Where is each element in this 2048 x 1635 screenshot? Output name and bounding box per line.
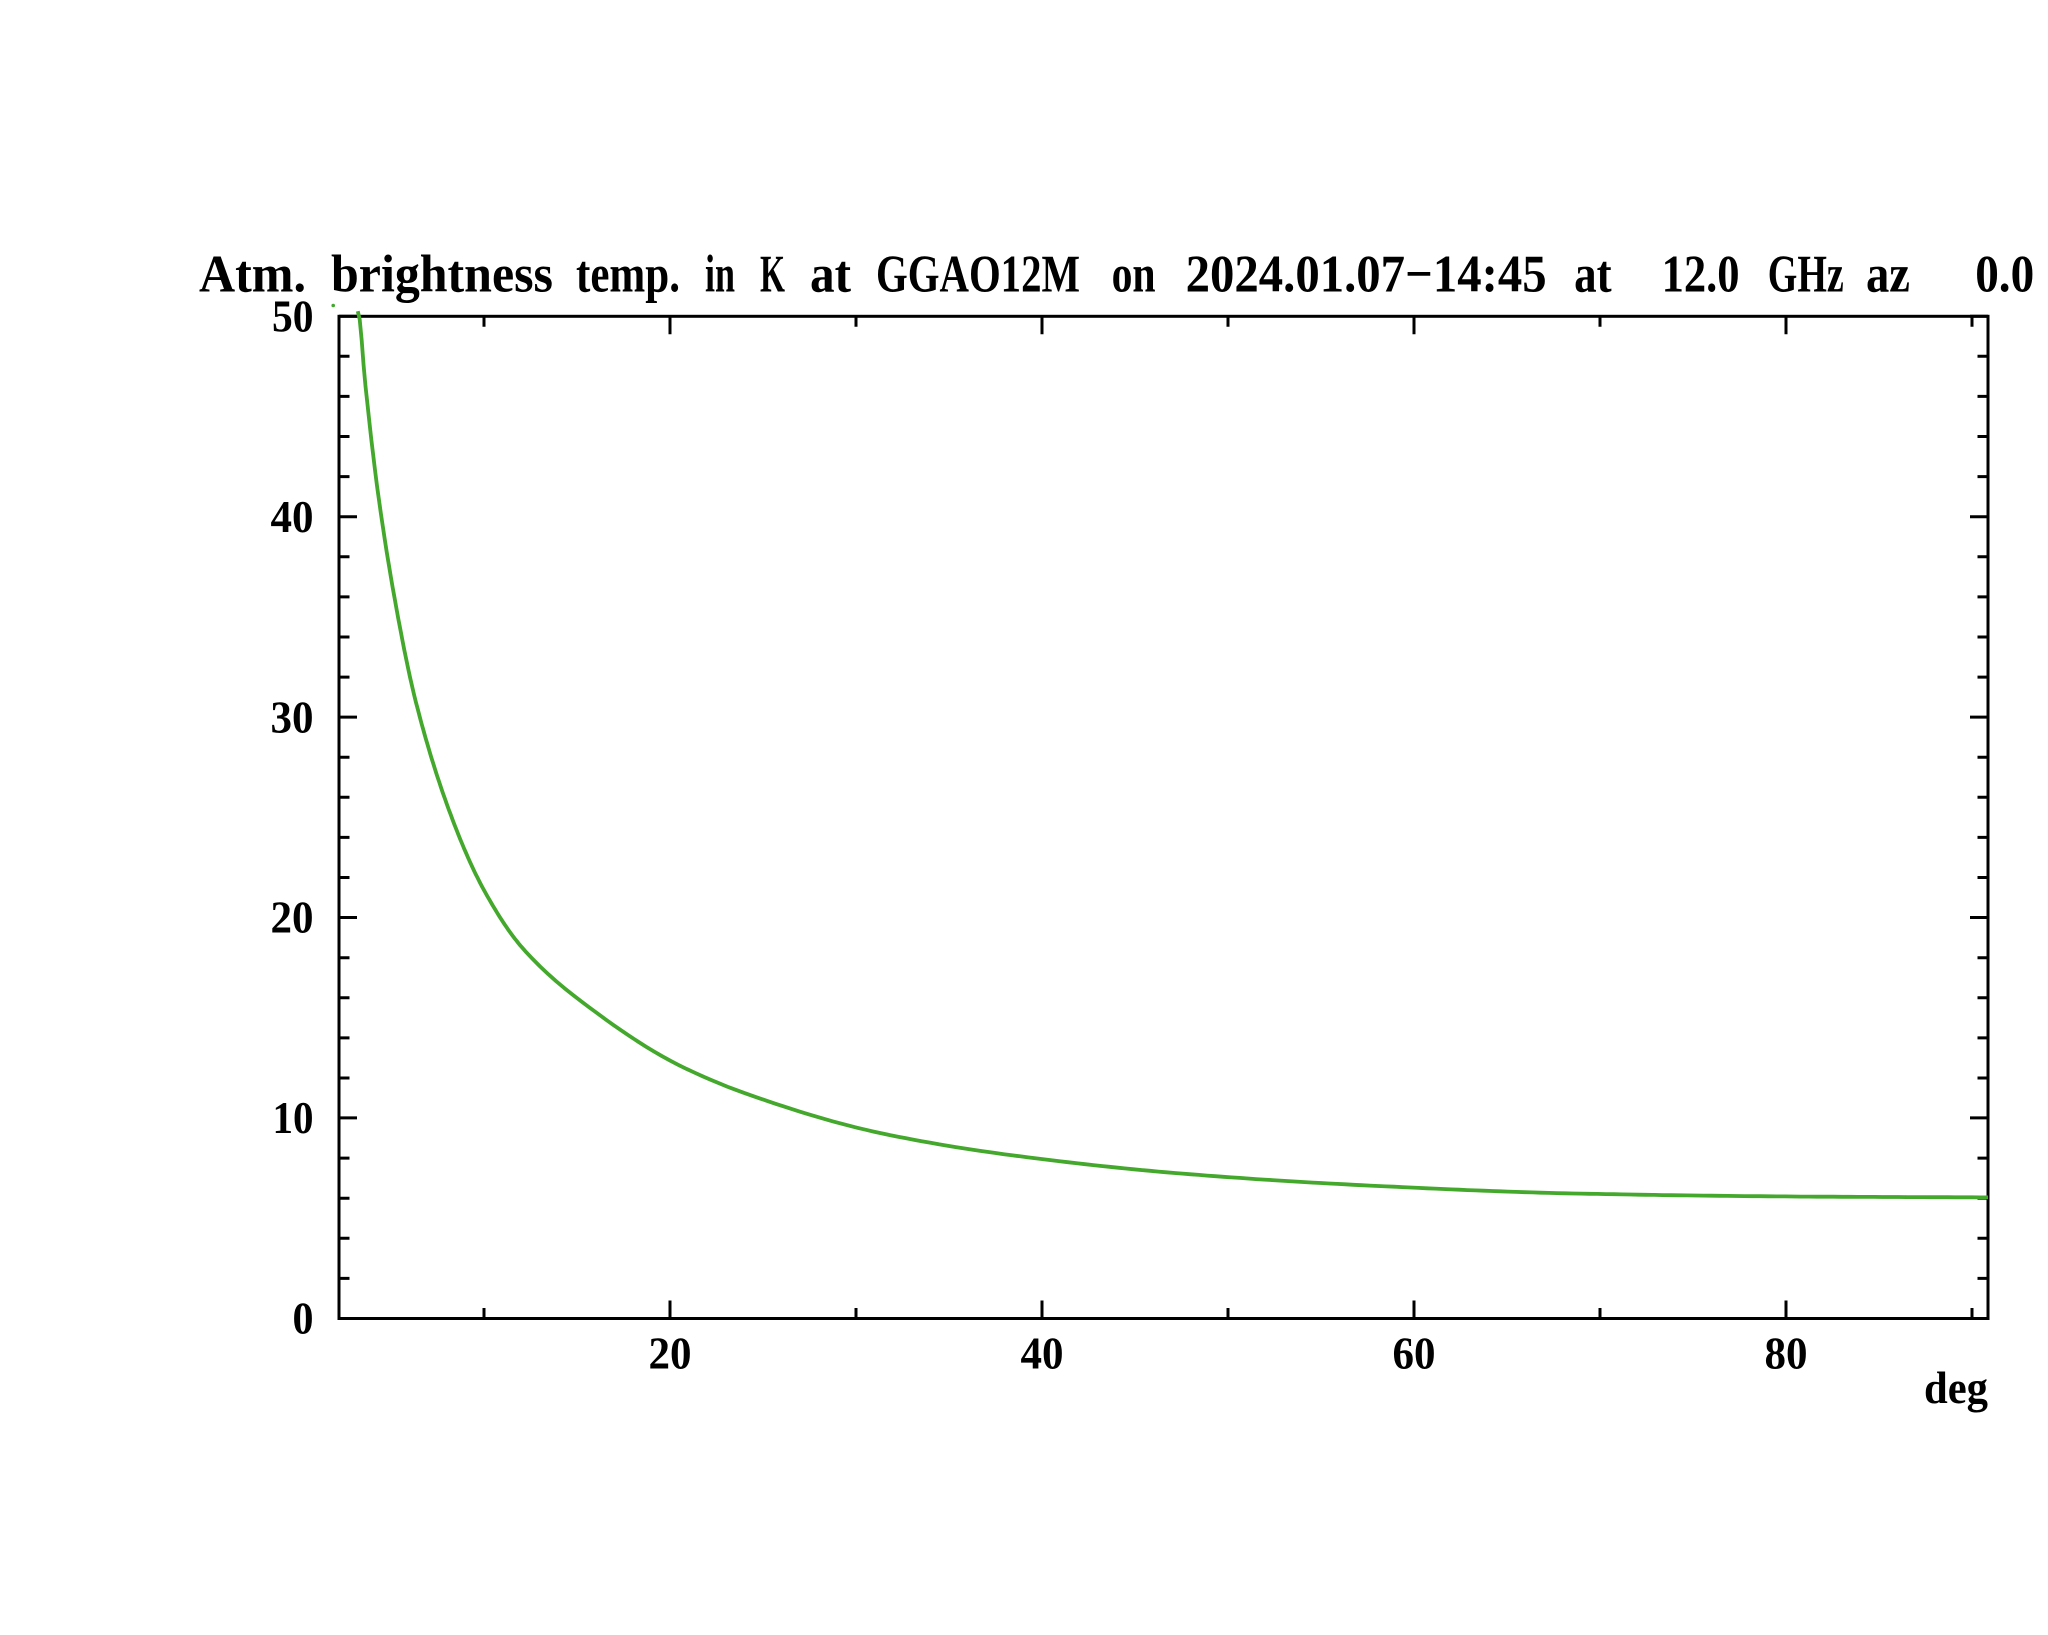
svg-text:80: 80 [1765,1329,1808,1379]
svg-text:40: 40 [1021,1329,1064,1379]
svg-text:brightness: brightness [331,246,553,304]
svg-text:20: 20 [271,893,314,943]
svg-text:0: 0 [293,1294,314,1344]
svg-text:GGAO12M: GGAO12M [876,246,1080,304]
svg-text:0.0: 0.0 [1975,246,2034,304]
svg-text:GHz: GHz [1768,246,1844,304]
svg-text:60: 60 [1393,1329,1436,1379]
svg-text:deg: deg [1924,1363,1988,1413]
svg-text:at: at [1574,246,1612,304]
svg-text:20: 20 [649,1329,692,1379]
svg-text:12.0: 12.0 [1662,246,1740,304]
svg-text:Atm.: Atm. [199,246,306,304]
svg-text:30: 30 [271,692,314,742]
svg-text:at: at [810,246,851,304]
svg-text:temp.: temp. [576,246,680,304]
svg-text:10: 10 [273,1093,314,1143]
svg-text:K: K [760,246,785,304]
svg-text:40: 40 [271,492,314,542]
svg-text:50: 50 [272,292,314,342]
svg-text:on: on [1112,246,1156,304]
svg-text:az: az [1866,246,1910,304]
svg-text:in: in [705,246,735,304]
svg-text:2024.01.07−14:45: 2024.01.07−14:45 [1186,246,1547,304]
